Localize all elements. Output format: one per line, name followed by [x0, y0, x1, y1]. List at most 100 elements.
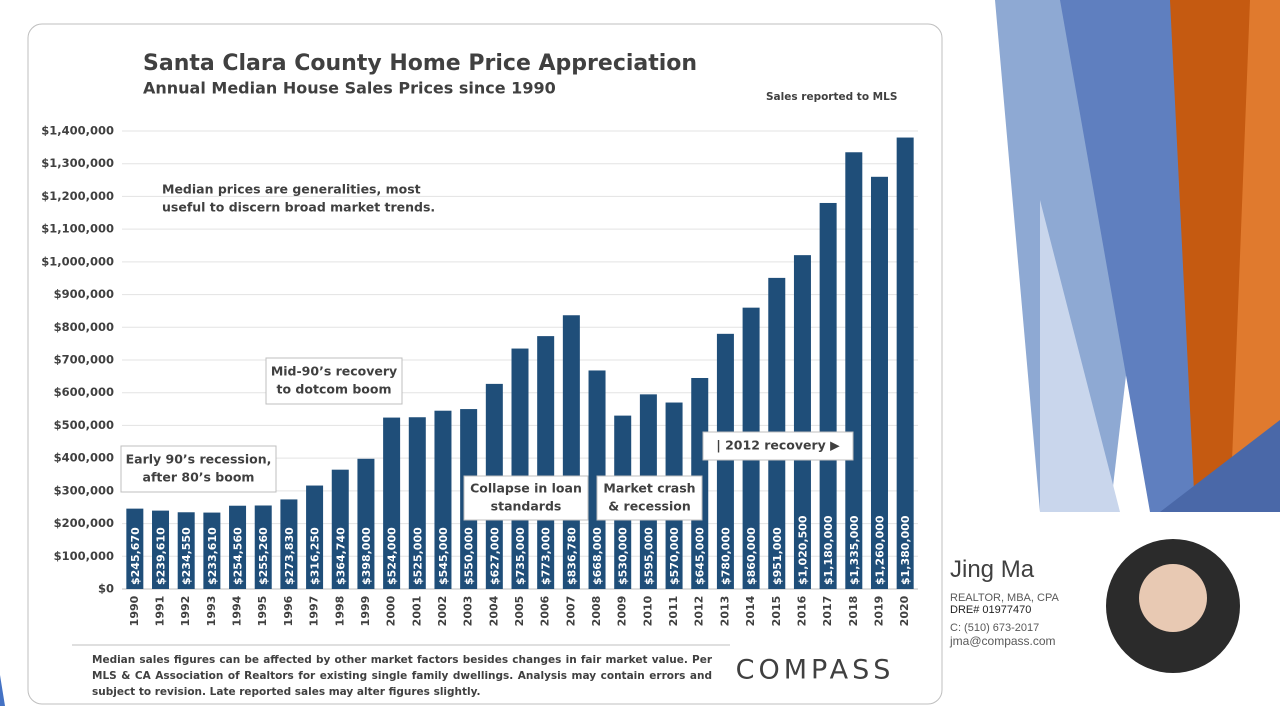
value-label: $233,610 [206, 527, 219, 585]
y-tick-label: $200,000 [54, 516, 114, 530]
value-label: $570,000 [668, 527, 681, 585]
x-tick-label: 2003 [462, 596, 475, 627]
bar [280, 499, 298, 589]
bar [511, 348, 529, 589]
x-tick-label: 2007 [564, 596, 577, 627]
x-tick-label: 1991 [154, 596, 167, 627]
value-label: $780,000 [719, 527, 732, 585]
x-tick-label: 1990 [128, 595, 141, 626]
agent-photo [1139, 564, 1207, 632]
x-tick-label: 1997 [308, 596, 321, 627]
decor [1060, 0, 1200, 512]
y-tick-label: $1,400,000 [41, 124, 114, 138]
annotation: standards [491, 499, 562, 514]
x-tick-label: 2006 [539, 595, 552, 626]
x-tick-label: 2013 [718, 596, 731, 627]
annotation: Mid-90’s recovery [271, 364, 397, 379]
x-tick-label: 1994 [231, 595, 244, 626]
x-tick-label: 2010 [641, 595, 654, 626]
agent-email: jma@compass.com [950, 634, 1056, 648]
bar [203, 512, 221, 589]
decor [0, 675, 5, 706]
value-label: $273,830 [283, 527, 296, 585]
decor [1040, 200, 1120, 512]
value-label: $234,550 [180, 527, 193, 585]
annotation: useful to discern broad market trends. [162, 200, 435, 215]
bar [126, 508, 144, 589]
value-label: $860,000 [745, 527, 758, 585]
x-tick-label: 2012 [693, 596, 706, 627]
y-tick-label: $800,000 [54, 320, 114, 334]
y-tick-label: $1,100,000 [41, 222, 114, 236]
bar [537, 336, 555, 589]
value-label: $239,610 [155, 527, 168, 585]
bar [716, 333, 734, 589]
value-label: $524,000 [386, 527, 399, 585]
value-label: $530,000 [617, 527, 630, 585]
footnote: Median sales figures can be affected by … [92, 654, 712, 698]
x-tick-label: 2008 [590, 596, 603, 627]
x-tick-label: 2000 [385, 595, 398, 626]
bar [229, 505, 247, 589]
bar [845, 152, 863, 589]
x-tick-label: 2009 [616, 596, 629, 627]
value-label: $1,180,000 [822, 515, 835, 585]
value-label: $735,000 [514, 527, 527, 585]
value-label: $525,000 [411, 527, 424, 585]
x-tick-label: 1996 [282, 595, 295, 626]
bar [793, 255, 811, 590]
brand-logo: COMPASS [736, 655, 895, 686]
x-tick-label: 2017 [821, 596, 834, 627]
value-label: $836,780 [565, 527, 578, 585]
x-tick-label: 2016 [795, 595, 808, 626]
x-tick-label: 2002 [436, 596, 449, 627]
bar [408, 417, 426, 589]
y-tick-label: $1,200,000 [41, 189, 114, 203]
bar [434, 410, 452, 589]
x-tick-label: 2015 [770, 596, 783, 627]
x-tick-label: 2018 [847, 596, 860, 627]
y-tick-label: $1,000,000 [41, 254, 114, 268]
value-label: $245,670 [129, 527, 142, 585]
agent-name: Jing Ma [950, 556, 1035, 583]
x-tick-label: 2004 [487, 595, 500, 626]
annotation-box [463, 475, 589, 521]
decor [1160, 420, 1280, 512]
value-label: $668,000 [591, 527, 604, 585]
source-note: Sales reported to MLS [766, 91, 897, 103]
annotation: | 2012 recovery ▶ [716, 438, 840, 453]
annotation: Median prices are generalities, most [162, 182, 421, 197]
x-tick-label: 2005 [513, 596, 526, 627]
x-tick-label: 2001 [410, 596, 423, 627]
annotation: & recession [608, 499, 690, 514]
y-tick-label: $700,000 [54, 353, 114, 367]
x-tick-label: 2019 [872, 596, 885, 627]
decor [1230, 0, 1280, 512]
value-label: $1,335,000 [848, 515, 861, 585]
x-tick-label: 1993 [205, 596, 218, 627]
annotation-box [265, 357, 403, 405]
x-tick-label: 1992 [179, 596, 192, 627]
chart-subtitle: Annual Median House Sales Prices since 1… [143, 79, 556, 98]
value-label: $627,000 [488, 527, 501, 585]
annotation: Collapse in loan [470, 481, 582, 496]
y-tick-label: $600,000 [54, 385, 114, 399]
chart-title: Santa Clara County Home Price Appreciati… [143, 51, 697, 76]
bar [306, 485, 324, 589]
annotation: to dotcom boom [277, 382, 392, 397]
bar [870, 176, 888, 590]
annotation: Market crash [603, 481, 695, 496]
annotation-box [702, 431, 854, 461]
y-tick-label: $0 [98, 582, 114, 596]
x-tick-label: 2020 [898, 595, 911, 626]
value-label: $773,000 [540, 527, 553, 585]
annotation-box [120, 445, 277, 493]
x-tick-label: 1998 [333, 596, 346, 627]
value-label: $951,000 [771, 527, 784, 585]
x-tick-label: 2014 [744, 595, 757, 626]
bar [896, 137, 914, 590]
value-label: $316,250 [309, 527, 322, 585]
annotation-box [596, 475, 703, 521]
value-label: $364,740 [334, 527, 347, 585]
